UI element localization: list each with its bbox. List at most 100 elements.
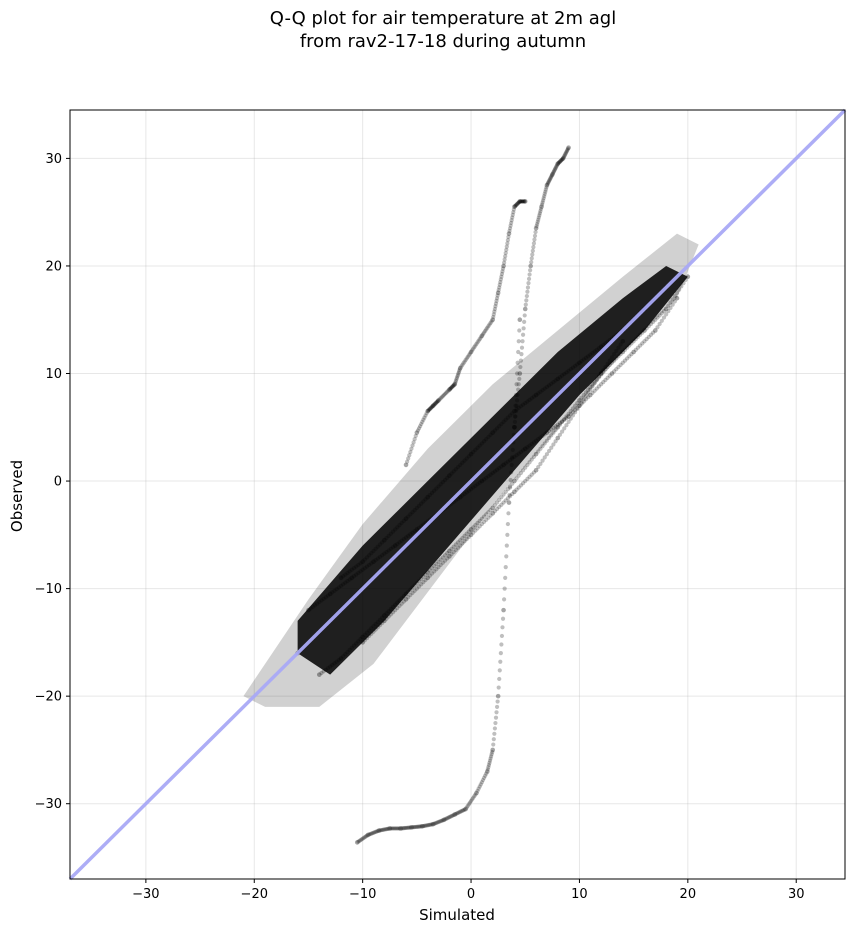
data-point xyxy=(501,263,506,269)
data-point-trail xyxy=(373,627,378,632)
data-point-trail xyxy=(561,155,566,160)
data-point-trail xyxy=(370,831,375,836)
data-point-trail xyxy=(607,373,612,378)
data-point-trail xyxy=(505,459,511,464)
data-point xyxy=(517,371,523,376)
data-point-trail xyxy=(380,553,385,558)
data-point-trail xyxy=(401,518,406,523)
data-point xyxy=(533,226,539,231)
data-point-trail xyxy=(651,319,656,324)
data-point-trail xyxy=(521,326,526,331)
data-point-trail xyxy=(481,775,487,781)
data-point-trail xyxy=(415,824,421,829)
data-point-trail xyxy=(448,814,453,819)
data-point xyxy=(360,640,365,645)
data-point-trail xyxy=(501,492,506,497)
data-point-trail xyxy=(389,826,395,831)
data-point-trail xyxy=(371,629,376,634)
data-point-trail xyxy=(549,381,554,386)
data-point-trail xyxy=(538,389,543,394)
data-point-trail xyxy=(536,464,541,470)
data-point-trail xyxy=(416,503,422,508)
data-point-trail xyxy=(416,525,422,530)
data-point-trail xyxy=(404,825,410,830)
grid-lines xyxy=(70,110,845,879)
data-point-trail xyxy=(428,405,434,411)
data-point-trail xyxy=(551,169,557,174)
data-point-trail xyxy=(507,485,513,490)
data-point-trail xyxy=(620,360,625,365)
data-point-trail xyxy=(522,199,527,204)
data-point-trail xyxy=(493,715,499,720)
data-point-trail xyxy=(668,300,673,305)
data-point-trail xyxy=(638,332,643,337)
data-point-trail xyxy=(510,491,515,497)
data-point-trail xyxy=(679,284,684,289)
data-point-trail xyxy=(544,452,550,457)
data-point-trail xyxy=(386,533,391,539)
data-point xyxy=(382,537,387,543)
data-point-trail xyxy=(459,364,464,369)
data-point-trail xyxy=(442,391,448,397)
data-point-trail xyxy=(464,805,469,810)
data-point-trail xyxy=(521,199,526,204)
data-point xyxy=(338,575,344,581)
data-point-trail xyxy=(373,546,378,551)
data-point xyxy=(452,381,458,387)
series-1 xyxy=(306,295,680,613)
data-point-trail xyxy=(507,494,513,499)
data-point-trail xyxy=(510,411,515,416)
data-point-trail xyxy=(470,797,475,802)
data-point-trail xyxy=(594,377,599,383)
data-point-trail xyxy=(412,528,417,534)
data-point-trail xyxy=(341,574,346,579)
data-point-trail xyxy=(516,200,521,205)
data-point-trail xyxy=(498,651,503,656)
data-point-trail xyxy=(520,402,526,407)
data-point-trail xyxy=(477,336,482,342)
data-point-trail xyxy=(362,638,367,643)
data-point xyxy=(425,408,430,414)
data-point xyxy=(414,527,420,532)
data-point-trail xyxy=(421,417,426,422)
data-point-trail xyxy=(515,360,520,365)
data-point-trail xyxy=(419,576,424,582)
data-point-trail xyxy=(583,393,589,399)
data-point-trail xyxy=(605,361,610,366)
data-point-trail xyxy=(475,482,480,487)
data-point-trail xyxy=(486,324,491,329)
data-point-trail xyxy=(519,199,524,204)
data-point-trail xyxy=(596,374,602,379)
data-point-trail xyxy=(438,396,443,401)
data-point-trail xyxy=(533,438,539,443)
data-point-trail xyxy=(549,173,554,178)
data-point-trail xyxy=(609,360,615,365)
data-point-trail xyxy=(549,427,554,432)
data-point-trail xyxy=(575,362,580,367)
data-point xyxy=(447,387,452,392)
data-point-trail xyxy=(518,470,524,476)
data-point-trail xyxy=(484,517,489,522)
data-point-trail xyxy=(429,404,435,409)
data-point-trail xyxy=(359,837,364,842)
data-point-trail xyxy=(407,453,412,458)
data-point-trail xyxy=(542,193,547,199)
data-point-trail xyxy=(635,345,641,350)
data-point-trail xyxy=(614,356,619,361)
data-point-trail xyxy=(644,326,649,331)
data-point-trail xyxy=(601,369,606,374)
data-point-trail xyxy=(559,157,564,163)
data-point-trail xyxy=(622,358,628,363)
data-point-trail xyxy=(557,422,563,427)
data-point-trail xyxy=(513,409,519,414)
data-point-trail xyxy=(491,742,496,747)
data-point-trail xyxy=(468,487,474,492)
data-point-trail xyxy=(553,427,558,433)
data-point xyxy=(533,468,539,473)
data-point-trail xyxy=(358,838,363,843)
data-point-trail xyxy=(421,580,426,585)
data-point-trail xyxy=(427,492,432,498)
data-point-trail xyxy=(504,543,509,548)
data-point-trail xyxy=(577,403,582,408)
data-point-trail xyxy=(556,160,561,165)
